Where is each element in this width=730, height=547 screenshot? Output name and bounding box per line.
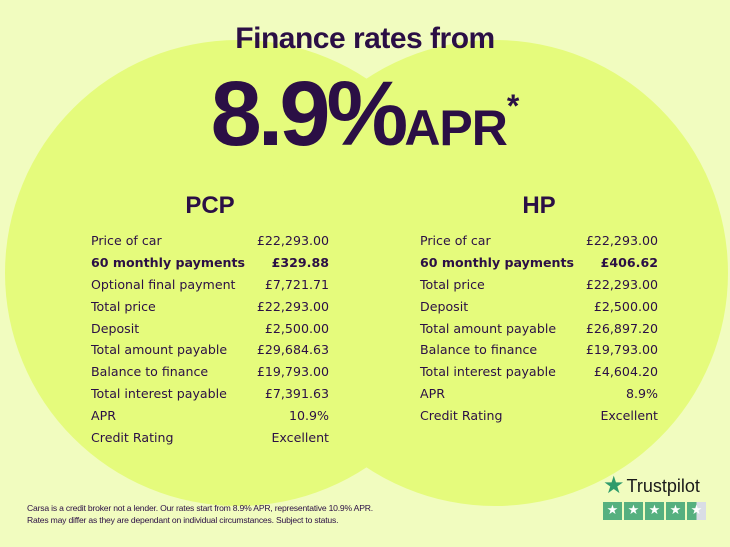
row-label: APR	[91, 408, 116, 424]
disclaimer-line-1: Carsa is a credit broker not a lender. O…	[27, 503, 373, 513]
row-value: £26,897.20	[585, 320, 658, 336]
row-label: Total price	[420, 276, 485, 292]
trustpilot-logo: ★ Trustpilot	[603, 474, 706, 498]
table-row: Balance to finance £19,793.00	[91, 361, 329, 383]
row-label: Total interest payable	[420, 364, 556, 380]
table-row: Optional final payment £7,721.71	[91, 274, 329, 296]
table-row: Total amount payable £29,684.63	[91, 339, 329, 361]
row-value: £19,793.00	[256, 364, 329, 380]
table-row: Deposit £2,500.00	[91, 318, 329, 340]
row-label: APR	[420, 386, 445, 402]
table-row: Total price £22,293.00	[420, 274, 658, 296]
row-label: Balance to finance	[91, 364, 209, 380]
row-value: Excellent	[271, 430, 329, 446]
row-value: £4,604.20	[593, 364, 658, 380]
row-label: Total price	[91, 298, 156, 314]
table-row: Total price £22,293.00	[91, 296, 329, 318]
row-label: Total amount payable	[420, 320, 557, 336]
row-value: £406.62	[600, 254, 658, 270]
decorative-circle-right	[262, 40, 728, 506]
table-row: Credit Rating Excellent	[420, 405, 658, 427]
row-label: Credit Rating	[420, 408, 503, 424]
trustpilot-badge[interactable]: ★ Trustpilot ★ ★ ★ ★ ★	[603, 474, 706, 520]
table-row: Total interest payable £4,604.20	[420, 361, 658, 383]
row-value: 10.9%	[288, 408, 329, 424]
rating-star-icon: ★	[603, 502, 622, 520]
apr-rate: 8.9%APR*	[0, 62, 730, 167]
row-label: Credit Rating	[91, 430, 174, 446]
row-value: £7,721.71	[264, 276, 329, 292]
row-value: £329.88	[271, 254, 329, 270]
row-value: £7,391.63	[264, 386, 329, 402]
table-row: Deposit £2,500.00	[420, 296, 658, 318]
row-label: 60 monthly payments	[91, 254, 246, 270]
row-value: £2,500.00	[264, 320, 329, 336]
pcp-title: PCP	[185, 192, 235, 219]
apr-label: APR	[404, 100, 508, 156]
table-row: 60 monthly payments £329.88	[91, 252, 329, 274]
row-label: Price of car	[420, 233, 491, 248]
row-value: £19,793.00	[585, 342, 658, 358]
row-value: 8.9%	[626, 386, 658, 402]
pcp-table: PCP Price of car £22,293.00 60 monthly pay…	[91, 192, 329, 449]
table-row: Total amount payable £26,897.20	[420, 318, 658, 340]
row-label: Balance to finance	[420, 342, 538, 358]
table-row: Total interest payable £7,391.63	[91, 383, 329, 405]
row-value: £22,293.00	[585, 233, 658, 248]
disclaimer-line-2: Rates may differ as they are dependant o…	[27, 515, 339, 525]
row-label: Deposit	[420, 298, 469, 314]
rating-star-icon: ★	[687, 502, 706, 520]
row-value: £22,293.00	[256, 298, 329, 314]
row-label: 60 monthly payments	[420, 254, 575, 270]
row-label: Total amount payable	[91, 342, 228, 358]
row-value: £22,293.00	[256, 233, 329, 248]
row-value: Excellent	[600, 408, 658, 424]
table-row: 60 monthly payments £406.62	[420, 252, 658, 274]
table-row: Price of car £22,293.00	[420, 230, 658, 252]
table-row: Price of car £22,293.00	[91, 230, 329, 252]
asterisk: *	[506, 88, 520, 124]
row-label: Total interest payable	[91, 386, 227, 402]
rating-star-icon: ★	[624, 502, 643, 520]
headline: Finance rates from	[235, 22, 495, 55]
hp-table: HP Price of car £22,293.00 60 monthly paym…	[420, 192, 658, 427]
trustpilot-name: Trustpilot	[626, 475, 700, 496]
table-row: APR 10.9%	[91, 405, 329, 427]
trustpilot-rating: ★ ★ ★ ★ ★	[603, 502, 706, 520]
hp-title: HP	[522, 192, 556, 219]
rating-star-icon: ★	[645, 502, 664, 520]
rating-star-icon: ★	[666, 502, 685, 520]
table-row: Balance to finance £19,793.00	[420, 339, 658, 361]
row-value: £2,500.00	[593, 298, 658, 314]
row-label: Price of car	[91, 233, 162, 248]
row-label: Deposit	[91, 320, 140, 336]
row-value: £29,684.63	[256, 342, 329, 358]
row-value: £22,293.00	[585, 276, 658, 292]
star-icon: ★	[603, 472, 625, 499]
rate-value: 8.9%	[210, 63, 409, 165]
table-row: APR 8.9%	[420, 383, 658, 405]
table-row: Credit Rating Excellent	[91, 427, 329, 449]
disclaimer: Carsa is a credit broker not a lender. O…	[27, 502, 373, 526]
row-label: Optional final payment	[91, 276, 236, 292]
